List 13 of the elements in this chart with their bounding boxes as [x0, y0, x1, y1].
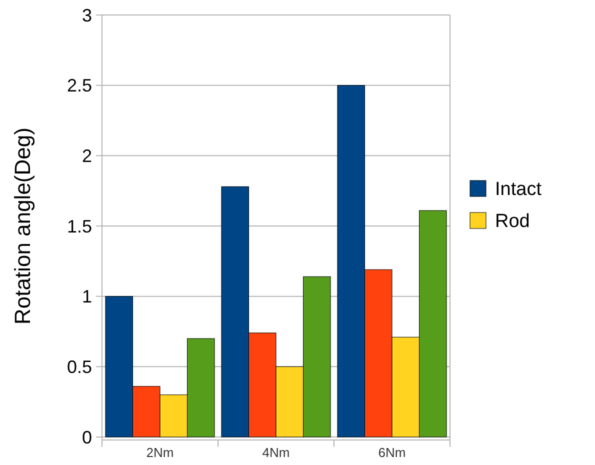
y-tick-label: 2.5: [66, 76, 92, 96]
y-tick-label: 3: [82, 5, 92, 26]
y-tick-label: 1: [82, 286, 92, 307]
y-axis-title: Rotation angle(Deg): [10, 128, 35, 324]
x-tick-label: 6Nm: [378, 445, 406, 460]
y-tick-label: 1.5: [66, 216, 92, 236]
y-tick-label: 0: [82, 427, 92, 448]
y-tick-label: 0.5: [66, 356, 92, 377]
y-tick-label: 2: [82, 146, 92, 166]
legend-label: Intact: [495, 179, 542, 200]
x-tick-label: 4Nm: [262, 445, 290, 460]
legend-label: Rod: [495, 211, 530, 232]
x-tick-label: 2Nm: [146, 445, 174, 460]
